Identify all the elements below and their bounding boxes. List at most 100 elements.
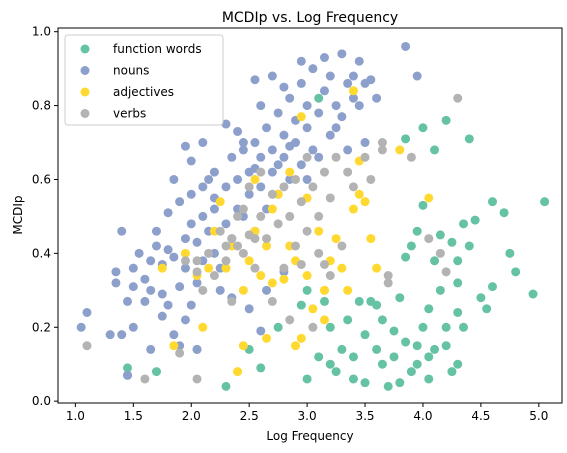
- data-point-function-words: [348, 352, 358, 362]
- data-point-nouns: [204, 174, 214, 184]
- data-point-adjectives: [285, 167, 295, 177]
- data-point-function-words: [511, 267, 521, 277]
- data-point-verbs: [453, 93, 463, 103]
- data-point-verbs: [233, 211, 243, 221]
- data-point-nouns: [267, 71, 277, 81]
- data-point-nouns: [198, 182, 208, 192]
- data-point-verbs: [331, 152, 341, 162]
- data-point-nouns: [128, 322, 138, 332]
- data-point-adjectives: [302, 271, 312, 281]
- data-point-function-words: [441, 115, 451, 125]
- data-point-adjectives: [360, 197, 370, 207]
- data-point-nouns: [331, 101, 341, 111]
- data-point-function-words: [395, 378, 405, 388]
- data-point-verbs: [238, 248, 248, 258]
- data-point-nouns: [221, 119, 231, 129]
- y-tick-label: 0.8: [32, 99, 51, 113]
- data-point-adjectives: [267, 278, 277, 288]
- data-point-nouns: [221, 182, 231, 192]
- data-point-nouns: [76, 322, 86, 332]
- data-point-nouns: [111, 267, 121, 277]
- data-point-nouns: [348, 71, 358, 81]
- data-point-nouns: [319, 86, 329, 96]
- data-point-function-words: [221, 381, 231, 391]
- data-point-function-words: [354, 296, 364, 306]
- data-point-adjectives: [331, 234, 341, 244]
- data-point-adjectives: [291, 341, 301, 351]
- data-point-nouns: [198, 138, 208, 148]
- data-point-function-words: [441, 322, 451, 332]
- data-point-verbs: [227, 296, 237, 306]
- y-axis-title: MCDIp: [11, 195, 25, 234]
- data-point-adjectives: [238, 341, 248, 351]
- legend-box: [64, 34, 224, 126]
- x-tick-label: 4.0: [413, 409, 432, 423]
- data-point-verbs: [192, 267, 202, 277]
- data-point-function-words: [412, 359, 422, 369]
- data-point-nouns: [175, 282, 185, 292]
- data-point-function-words: [453, 359, 463, 369]
- data-point-function-words: [430, 344, 440, 354]
- data-point-verbs: [238, 204, 248, 214]
- data-point-adjectives: [157, 263, 167, 273]
- data-point-function-words: [453, 307, 463, 317]
- data-point-adjectives: [262, 333, 272, 343]
- data-point-adjectives: [372, 263, 382, 273]
- data-point-function-words: [302, 374, 312, 384]
- data-point-nouns: [163, 245, 173, 255]
- data-point-nouns: [302, 174, 312, 184]
- data-point-nouns: [157, 289, 167, 299]
- data-point-adjectives: [354, 189, 364, 199]
- data-point-nouns: [273, 160, 283, 170]
- plot-frame: [57, 27, 563, 404]
- data-point-verbs: [262, 234, 272, 244]
- data-point-function-words: [487, 197, 497, 207]
- data-point-verbs: [377, 145, 387, 155]
- data-point-function-words: [453, 278, 463, 288]
- legend-marker-function-words: [80, 44, 90, 54]
- data-point-function-words: [372, 300, 382, 310]
- data-point-adjectives: [267, 204, 277, 214]
- data-point-nouns: [308, 145, 318, 155]
- data-point-function-words: [435, 285, 445, 295]
- data-point-nouns: [209, 204, 219, 214]
- data-point-function-words: [424, 374, 434, 384]
- data-point-function-words: [447, 237, 457, 247]
- data-point-verbs: [140, 374, 150, 384]
- data-point-verbs: [285, 211, 295, 221]
- data-point-nouns: [146, 285, 156, 295]
- data-point-nouns: [279, 82, 289, 92]
- data-point-verbs: [308, 182, 318, 192]
- data-point-nouns: [192, 278, 202, 288]
- data-point-function-words: [476, 293, 486, 303]
- data-point-adjectives: [424, 193, 434, 203]
- data-point-adjectives: [279, 274, 289, 284]
- data-point-nouns: [146, 256, 156, 266]
- data-point-nouns: [354, 101, 364, 111]
- legend-label-function-words: function words: [113, 42, 202, 56]
- data-point-verbs: [441, 267, 451, 277]
- data-point-nouns: [267, 167, 277, 177]
- data-point-nouns: [140, 296, 150, 306]
- data-point-verbs: [325, 193, 335, 203]
- data-point-nouns: [285, 141, 295, 151]
- data-point-function-words: [430, 256, 440, 266]
- data-point-nouns: [372, 93, 382, 103]
- data-point-verbs: [256, 211, 266, 221]
- data-point-nouns: [221, 219, 231, 229]
- data-point-verbs: [209, 271, 219, 281]
- data-point-nouns: [180, 315, 190, 325]
- legend: function words nouns adjectives verbs: [64, 34, 224, 126]
- data-point-nouns: [256, 152, 266, 162]
- data-point-verbs: [285, 315, 295, 325]
- data-point-function-words: [459, 322, 469, 332]
- data-point-nouns: [354, 56, 364, 66]
- data-point-verbs: [406, 152, 416, 162]
- data-point-function-words: [401, 252, 411, 262]
- data-point-nouns: [244, 304, 254, 314]
- data-point-nouns: [180, 234, 190, 244]
- data-point-nouns: [128, 263, 138, 273]
- data-point-function-words: [343, 315, 353, 325]
- data-point-nouns: [256, 326, 266, 336]
- data-point-nouns: [180, 263, 190, 273]
